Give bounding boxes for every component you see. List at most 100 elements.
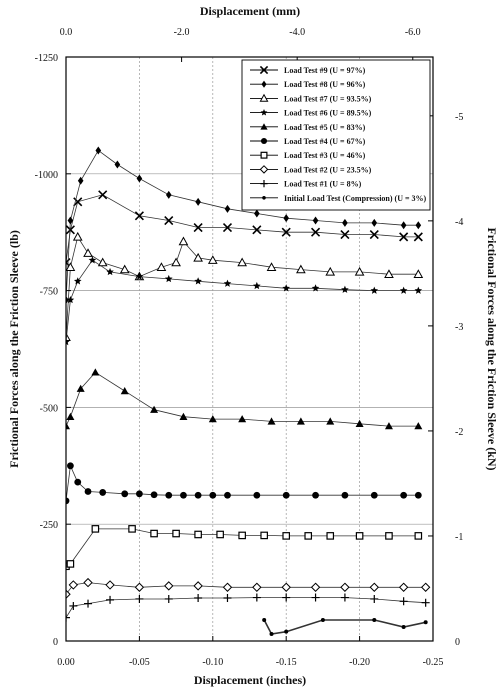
data-point <box>180 491 187 499</box>
data-point <box>340 593 349 602</box>
data-point <box>262 196 266 200</box>
data-point <box>369 229 379 240</box>
legend-label: Initial Load Test (Compression) (U = 3%) <box>284 194 427 203</box>
data-point <box>76 384 85 392</box>
data-point <box>414 491 422 499</box>
legend-label: Load Test #3 (U = 46%) <box>284 151 366 160</box>
data-point <box>84 599 93 608</box>
data-point <box>414 422 423 430</box>
data-point <box>128 525 136 533</box>
data-point <box>325 266 336 276</box>
data-point <box>369 582 379 592</box>
data-point <box>238 415 247 423</box>
data-point <box>260 180 268 188</box>
legend-label: Load Test #6 (U = 89.5%) <box>284 109 372 118</box>
data-point <box>121 490 129 498</box>
data-point <box>266 262 277 271</box>
data-point <box>97 257 108 267</box>
series-layer <box>66 146 431 636</box>
data-point <box>400 221 407 230</box>
data-point <box>193 222 203 233</box>
data-point <box>237 257 248 267</box>
y2-tick-label: -2 <box>455 427 463 438</box>
data-point <box>224 491 231 499</box>
data-point <box>370 286 379 294</box>
data-point <box>179 412 188 420</box>
series-8 <box>66 577 431 599</box>
y2-axis-ticks: 0 -1 -2 -3 -4 -5 <box>428 112 463 648</box>
y-tick-label: 0 <box>53 637 58 648</box>
data-point <box>66 613 70 622</box>
data-point <box>399 597 408 606</box>
data-point <box>66 497 70 505</box>
x-tick-label: -0.20 <box>349 657 370 668</box>
series-9 <box>66 593 430 622</box>
data-point <box>119 264 130 274</box>
data-point <box>372 617 377 622</box>
data-point <box>423 620 428 625</box>
data-point <box>260 109 268 116</box>
data-point <box>341 285 349 293</box>
data-point <box>260 531 268 540</box>
data-point <box>260 151 268 159</box>
data-point <box>66 332 71 342</box>
data-point <box>342 218 348 227</box>
data-point <box>72 231 83 241</box>
data-point <box>91 525 100 533</box>
data-point <box>223 279 232 287</box>
data-point <box>282 284 290 292</box>
data-point <box>66 589 71 599</box>
legend-label: Load Test #1 (U = 8%) <box>284 180 362 189</box>
data-point <box>312 216 319 225</box>
series-2 <box>66 146 422 304</box>
data-point <box>66 560 75 568</box>
data-point <box>415 221 422 230</box>
data-point <box>136 174 143 183</box>
data-point <box>216 530 224 539</box>
data-point <box>370 594 379 603</box>
data-point <box>260 137 268 145</box>
data-point <box>172 529 180 538</box>
data-point <box>399 232 409 242</box>
data-point <box>252 582 262 592</box>
series-1 <box>66 190 423 268</box>
data-point <box>267 417 276 425</box>
data-point <box>398 582 409 592</box>
data-point <box>73 277 82 285</box>
data-point <box>67 462 74 470</box>
data-point <box>195 197 201 206</box>
data-point <box>91 368 100 376</box>
x-axis-title: Displacement (inches) <box>194 673 306 687</box>
data-point <box>68 580 79 590</box>
legend-label: Load Test #9 (U = 97%) <box>284 66 366 75</box>
series-line <box>66 597 426 618</box>
data-point <box>207 255 218 264</box>
data-point <box>66 295 75 304</box>
data-point <box>136 490 143 498</box>
series-10 <box>262 617 428 636</box>
data-point <box>66 262 76 271</box>
data-point <box>224 204 231 213</box>
data-point <box>171 257 181 267</box>
data-point <box>326 417 335 425</box>
data-point <box>260 123 268 130</box>
y2-tick-label: 0 <box>455 637 460 648</box>
data-point <box>66 422 70 430</box>
data-point <box>209 491 217 499</box>
x2-tick-label: 0.0 <box>60 27 73 38</box>
data-point <box>150 491 158 499</box>
data-point <box>414 532 423 540</box>
data-point <box>354 266 365 276</box>
data-point <box>261 80 267 88</box>
data-point <box>253 281 261 290</box>
data-point <box>165 190 172 199</box>
y2-axis-title: Frictional Forces along the Friction Sle… <box>485 227 499 470</box>
data-point <box>222 222 233 233</box>
data-point <box>193 581 203 591</box>
x-tick-label: 0.00 <box>57 657 75 668</box>
data-point <box>269 631 274 636</box>
x-tick-label: -0.05 <box>129 657 150 668</box>
data-point <box>311 593 320 602</box>
data-point <box>73 197 83 207</box>
